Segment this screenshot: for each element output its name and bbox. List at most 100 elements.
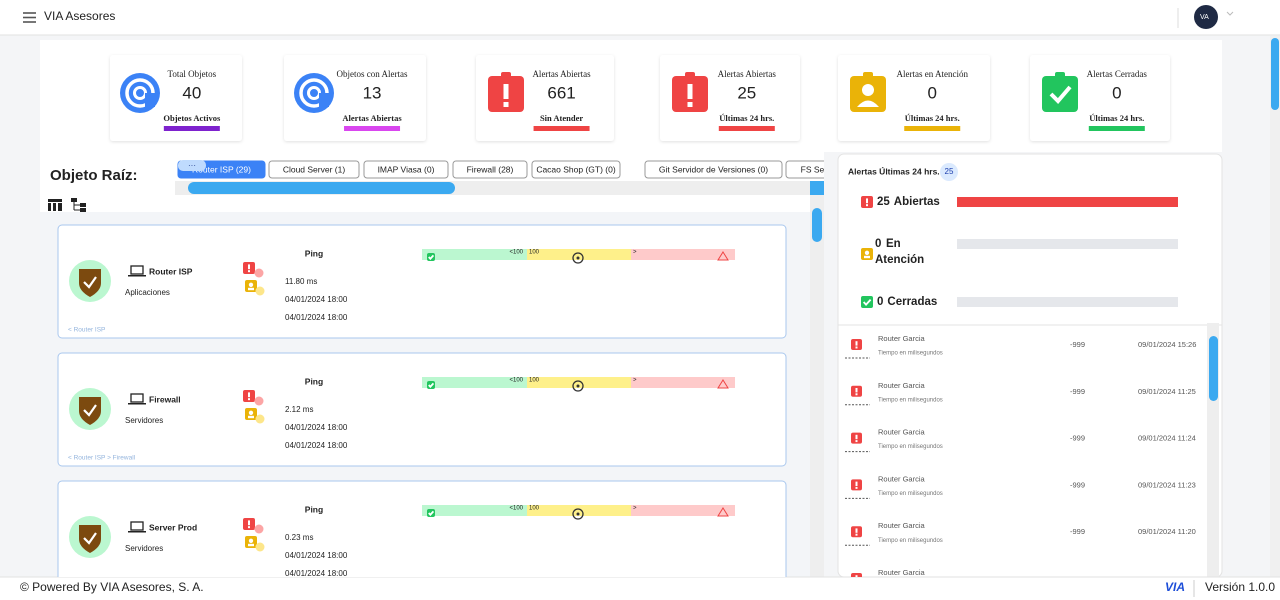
- kpi-sublabel: Últimas 24 hrs.: [1089, 113, 1144, 123]
- kpi-value: 40: [182, 83, 201, 102]
- object-card: Firewall Servidores Ping 2.12 ms 04/01/2024 …: [57, 352, 787, 467]
- alert-bar: [957, 197, 1178, 207]
- alert-row[interactable]: Router Garcia: [845, 568, 926, 592]
- row-object: Router Garcia: [878, 568, 926, 577]
- object-path: < Router ISP > Firewall: [68, 455, 136, 462]
- scale-warn: [527, 249, 631, 260]
- view-toggle[interactable]: [48, 198, 86, 212]
- alert-label-wrap: Atención: [875, 254, 924, 266]
- icon: [503, 84, 509, 99]
- alert-row[interactable]: Router Garcia Tiempo en milisegundos -999 0…: [845, 428, 1196, 453]
- tabs-scroll-button[interactable]: [810, 181, 824, 195]
- alert-summary-label: 0 Cerradas: [877, 296, 937, 308]
- scale-label: >: [633, 250, 637, 256]
- menu-button[interactable]: [23, 12, 36, 23]
- object-card: Server Prod Servidores Ping 0.23 ms 04/01/20…: [57, 480, 787, 577]
- icon: [855, 434, 858, 440]
- object-group: Servidores: [125, 544, 163, 553]
- row-description: Tiempo en milisegundos: [878, 397, 943, 403]
- tab-label: Firewall (28): [467, 164, 514, 174]
- alert-label: En: [886, 238, 901, 250]
- kpi-sublabel: Objetos Activos: [163, 113, 221, 123]
- alert-summary: 25 Abiertas: [861, 196, 1178, 208]
- root-label: Objeto Raíz:: [50, 167, 138, 184]
- kpi-underline: [163, 126, 220, 131]
- alert-row[interactable]: Router Garcia Tiempo en milisegundos -999 0…: [845, 521, 1196, 546]
- icon: [248, 282, 254, 287]
- kpi-label: Objetos con Alertas: [337, 69, 408, 79]
- kpi-sublabel: Sin Atender: [540, 113, 583, 123]
- badge: [254, 396, 264, 406]
- icon: [855, 341, 858, 346]
- object-name: Router ISP: [149, 266, 193, 276]
- icon: [862, 298, 872, 306]
- icon: [855, 346, 858, 349]
- scale-label: <100: [509, 378, 523, 384]
- device-icon: [130, 521, 144, 531]
- icon: [248, 392, 250, 398]
- row-object: Router Garcia: [878, 381, 926, 390]
- metric-name: Ping: [305, 504, 323, 514]
- tab-label: Cacao Shop (GT) (0): [536, 164, 616, 174]
- alert-row[interactable]: Router Garcia Tiempo en milisegundos -999 0…: [845, 381, 1196, 406]
- row-object: Router Garcia: [878, 474, 926, 483]
- tab[interactable]: [363, 160, 449, 179]
- alert-label-part: En: [886, 238, 901, 250]
- rows-scroll-thumb[interactable]: [1209, 336, 1218, 401]
- alert-label: Abiertas: [894, 196, 940, 208]
- kpi-card: Objetos con Alertas 13 Alertas Abiertas: [284, 55, 426, 141]
- kpi-value: 13: [363, 83, 382, 102]
- list-scroll-thumb[interactable]: [812, 208, 822, 242]
- footer-logo: VIA: [1165, 580, 1185, 594]
- object-card-bg: [57, 224, 787, 339]
- scale-ok: [422, 249, 527, 260]
- metric-date: 04/01/2024 18:00: [285, 551, 348, 560]
- avatar[interactable]: [1194, 5, 1218, 29]
- footer-version: Versión 1.0.0: [1205, 580, 1275, 594]
- icon: [863, 72, 873, 78]
- page-scroll-thumb[interactable]: [1271, 38, 1279, 110]
- kpi-label: Total Objetos: [168, 69, 217, 79]
- scale-label: 100: [529, 506, 540, 512]
- alert-row[interactable]: Router Garcia Tiempo en milisegundos -999 0…: [845, 474, 1196, 499]
- row-date: 09/01/2024 11:20: [1138, 527, 1196, 536]
- row-date: 09/01/2024 11:23: [1138, 480, 1196, 489]
- icon: [864, 250, 870, 255]
- metric-date: 04/01/2024 18:00: [285, 313, 348, 322]
- kpi-sublabel: Últimas 24 hrs.: [719, 113, 774, 123]
- row-description: Tiempo en milisegundos: [878, 351, 943, 357]
- row-object: Router Garcia: [878, 521, 926, 530]
- tab[interactable]: [452, 160, 528, 179]
- tab[interactable]: [644, 160, 783, 179]
- shield-icon: [79, 525, 101, 553]
- icon: [248, 415, 254, 419]
- icon: [248, 526, 250, 529]
- tab[interactable]: [531, 160, 621, 179]
- scale-label: 100: [529, 250, 540, 256]
- alert-row[interactable]: Router Garcia Tiempo en milisegundos -999 0…: [845, 334, 1196, 359]
- scale-warning: [717, 507, 729, 517]
- tabs-more[interactable]: [178, 160, 206, 171]
- scale-bad: [631, 505, 735, 516]
- kpi-value: 0: [928, 83, 937, 102]
- device-icon: [128, 275, 146, 277]
- icon: [428, 382, 435, 389]
- icon: [855, 440, 858, 443]
- scale-ok: [422, 377, 527, 388]
- row-value: -999: [1070, 527, 1085, 536]
- tab[interactable]: [785, 160, 846, 179]
- alert-summary: 0 Cerradas: [861, 296, 1178, 308]
- tabs-more-label: ···: [188, 161, 196, 170]
- row-value: -999: [1070, 480, 1085, 489]
- icon: [866, 204, 868, 207]
- tabs-scroll-thumb[interactable]: [188, 182, 455, 194]
- footer: [0, 577, 1280, 600]
- object-card: Router ISP Aplicaciones Ping 11.80 ms 04/01/…: [57, 224, 787, 339]
- dropdown-chevron[interactable]: [1226, 11, 1234, 16]
- tab[interactable]: [268, 160, 360, 179]
- row-value: -999: [1070, 434, 1085, 443]
- device-icon: [130, 265, 144, 275]
- icon: [855, 393, 858, 396]
- kpi-value: 661: [547, 83, 575, 102]
